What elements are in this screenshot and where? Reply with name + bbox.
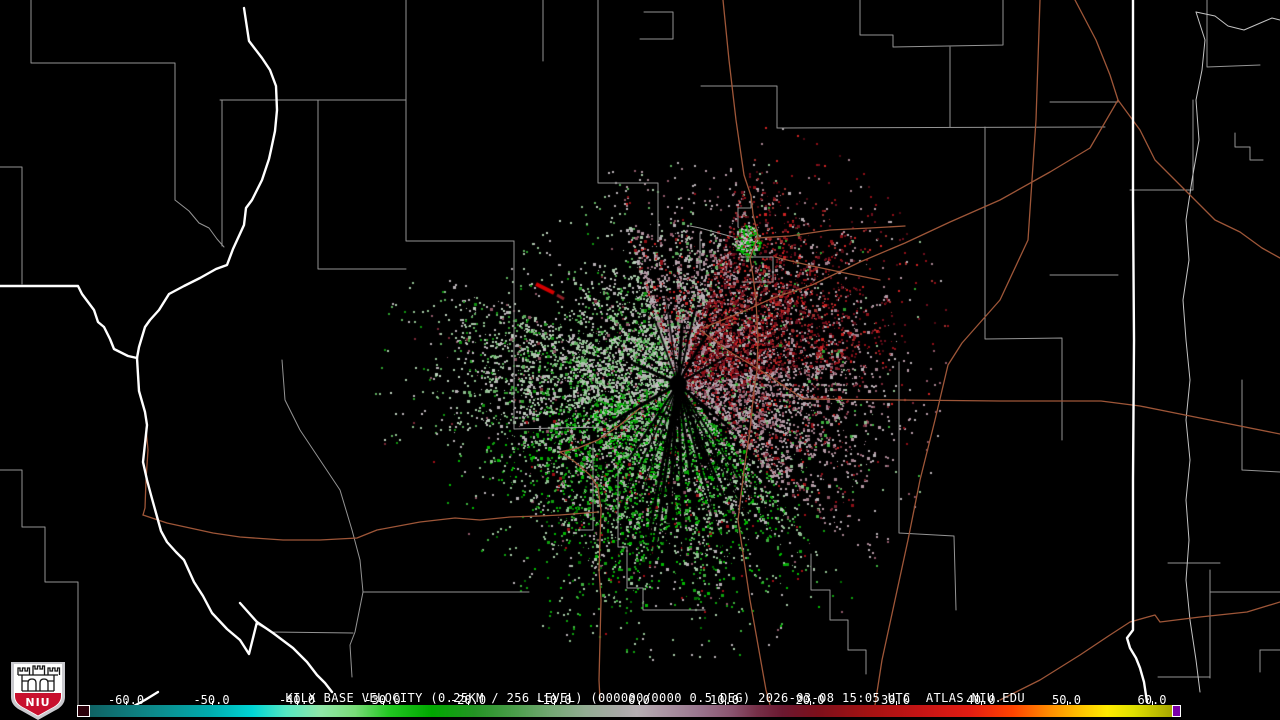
- county-boundary-line: [984, 126, 1063, 441]
- county-boundary-line: [174, 199, 225, 248]
- county-boundary-line: [810, 553, 867, 675]
- river-line-thin: [1182, 11, 1206, 693]
- status-bar: KILX BASE VELOCITY (0.25KM / 256 LEVEL) …: [0, 677, 1280, 719]
- colorbar-tick-label: -30.0: [364, 693, 401, 707]
- county-boundary-line: [1241, 379, 1280, 473]
- county-boundary-line: [30, 0, 176, 201]
- county-boundary-line: [1234, 132, 1264, 161]
- county-boundary-line: [700, 85, 778, 129]
- state-border-river-line: [0, 284, 139, 360]
- colorbar-tick-mark: [639, 701, 640, 705]
- colorbar-right-cap: [1172, 705, 1181, 717]
- castle-icon: [17, 665, 61, 692]
- colorbar-tick-label: -40.0: [278, 693, 316, 707]
- county-boundary-line: [0, 469, 79, 715]
- county-boundary-line: [689, 225, 734, 238]
- colorbar-tick-mark: [724, 701, 726, 705]
- county-boundary-line: [579, 443, 594, 531]
- highway-line: [699, 329, 804, 400]
- colorbar-tick-mark: [468, 701, 469, 705]
- county-boundary-line: [859, 0, 1004, 48]
- colorbar-tick-mark: [211, 701, 213, 705]
- county-boundary-line: [405, 99, 515, 242]
- niu-logo: NIU: [11, 662, 65, 720]
- county-boundary-line: [898, 361, 957, 611]
- colorbar-tick-mark: [895, 701, 897, 705]
- county-boundary-line: [626, 546, 706, 611]
- county-boundary-line: [639, 11, 674, 40]
- county-boundary-line: [776, 126, 1106, 129]
- state-border-river-line: [135, 356, 259, 656]
- county-boundary-line: [737, 194, 752, 209]
- colorbar-tick-label: 40.0: [966, 693, 996, 707]
- colorbar-tick-label: 10.0: [710, 693, 739, 707]
- highway-line: [774, 256, 881, 281]
- colorbar-tick-label: -60.0: [107, 693, 145, 707]
- niu-shield-chief: [15, 693, 61, 716]
- county-boundary-line: [0, 166, 23, 285]
- county-boundary-line: [513, 240, 603, 430]
- colorbar-tick-label: 60.0: [1137, 693, 1167, 707]
- state-border-river-line: [238, 601, 334, 694]
- colorbar-tick-mark: [553, 701, 555, 705]
- colorbar-left-cap: [77, 705, 90, 717]
- colorbar-tick-mark: [1066, 701, 1068, 705]
- highway-line: [559, 407, 641, 701]
- state-border-river-line: [1125, 0, 1149, 704]
- colorbar-tick-label: -20.0: [449, 693, 487, 707]
- county-boundary-line: [317, 99, 407, 270]
- colorbar-tick-mark: [981, 701, 982, 705]
- colorbar-tick-label: 30.0: [881, 693, 910, 707]
- county-boundary-line: [740, 256, 774, 283]
- county-boundary-line: [1129, 99, 1194, 191]
- niu-logo-letters: NIU: [25, 696, 50, 709]
- highway-line: [702, 99, 1119, 329]
- colorbar-tick-mark: [382, 701, 384, 705]
- highway-line: [802, 398, 1280, 435]
- county-boundary-line: [281, 359, 364, 678]
- highway-line: [142, 514, 561, 541]
- highway-line: [722, 0, 771, 706]
- highway-line: [756, 225, 906, 239]
- county-boundary-line: [1206, 0, 1261, 68]
- colorbar-tick-label: -10.0: [535, 693, 572, 707]
- county-boundary-line: [597, 0, 659, 241]
- colorbar-tick-mark: [810, 701, 811, 705]
- state-border-river-line: [130, 690, 160, 709]
- highway-line: [1074, 0, 1280, 259]
- river-line-thin: [1195, 11, 1280, 31]
- colorbar-bar: [77, 705, 1181, 717]
- colorbar-tick-mark: [1152, 701, 1153, 705]
- highway-line: [559, 511, 599, 516]
- colorbar-tick-mark: [297, 701, 298, 705]
- state-border-river-line: [135, 6, 279, 360]
- colorbar-tick-mark: [126, 701, 127, 705]
- colorbar-tick-label: 50.0: [1052, 693, 1081, 707]
- county-boundary-line: [617, 469, 628, 548]
- colorbar-tick-label: -50.0: [193, 693, 230, 707]
- colorbar-tick-label: 0.0: [628, 693, 650, 707]
- colorbar-gradient: [90, 705, 1172, 717]
- product-title-text: KILX BASE VELOCITY (0.25KM / 256 LEVEL) …: [285, 691, 1026, 705]
- highway-line: [999, 601, 1280, 701]
- highway-line: [874, 0, 1041, 706]
- colorbar-tick-label: 20.0: [795, 693, 825, 707]
